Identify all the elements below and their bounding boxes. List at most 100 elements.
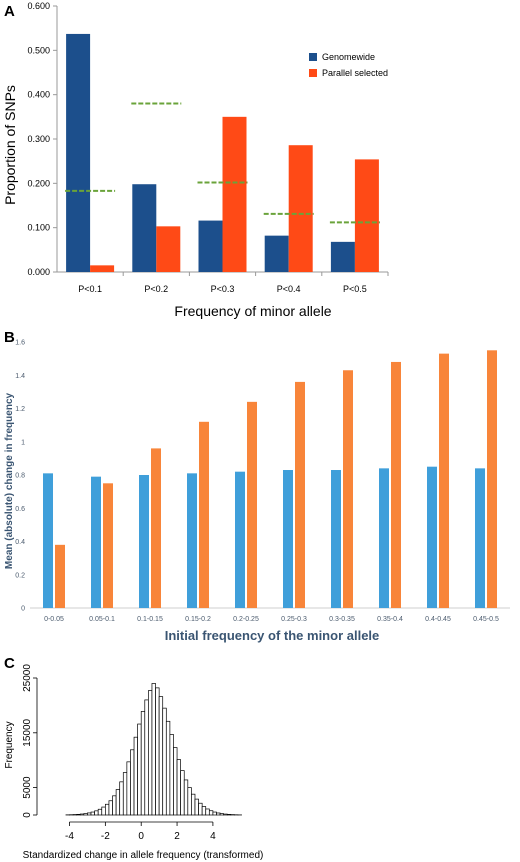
panel-a-bar bbox=[90, 265, 115, 272]
panel-b-bar bbox=[379, 468, 389, 608]
panel-a-bar bbox=[354, 159, 379, 272]
panel-b-bar bbox=[247, 401, 257, 608]
panel-c-ytick-label: 25000 bbox=[22, 664, 33, 692]
panel-c-histogram-bar bbox=[158, 696, 164, 816]
panel-c-chart: Frequency Standardized change in allele … bbox=[4, 664, 263, 861]
panel-a-ytick-label: 0.300 bbox=[27, 134, 50, 144]
panel-c-histogram-bar bbox=[173, 747, 178, 816]
panel-b-ylabel: Mean (absolute) change in frequency bbox=[4, 392, 15, 569]
panel-a-category-label: P<0.5 bbox=[343, 284, 367, 294]
panel-a-letter: A bbox=[4, 3, 15, 20]
panel-a-bar bbox=[198, 220, 223, 272]
panel-b-ytick-label: 1.2 bbox=[15, 406, 25, 413]
panel-c-histogram-bar bbox=[126, 761, 131, 816]
panel-b-bar bbox=[187, 473, 197, 608]
panel-b-ytick-label: 1.6 bbox=[15, 340, 25, 347]
panel-c-histogram-bar bbox=[162, 707, 167, 816]
panel-b-chart: Mean (absolute) change in frequency Init… bbox=[4, 340, 510, 643]
panel-b-bar bbox=[55, 544, 65, 608]
panel-c-histogram-bar bbox=[165, 720, 171, 816]
panel-a-ytick-label: 0.200 bbox=[27, 178, 50, 188]
panel-b-bar bbox=[235, 471, 245, 608]
panel-c-histogram-bar bbox=[130, 749, 135, 816]
panel-c-histogram-bar bbox=[133, 736, 138, 816]
panel-a-category-label: P<0.4 bbox=[277, 284, 301, 294]
panel-a-xlabel: Frequency of minor allele bbox=[174, 303, 331, 319]
panel-b-xlabel: Initial frequency of the minor allele bbox=[165, 628, 380, 643]
panel-c-histogram-bar bbox=[140, 711, 146, 816]
panel-b-bar bbox=[439, 353, 449, 608]
panel-b-category-label: 0.25-0.3 bbox=[281, 616, 307, 623]
panel-b-ytick-label: 0 bbox=[21, 606, 25, 613]
panel-b-bar bbox=[487, 350, 497, 608]
panel-a-category-label: P<0.2 bbox=[144, 284, 168, 294]
panel-c-histogram-bar bbox=[112, 795, 117, 816]
panel-c-histogram-bar bbox=[76, 813, 81, 816]
panel-c-histogram-bar bbox=[108, 800, 113, 816]
panel-b-category-label: 0.2-0.25 bbox=[233, 616, 259, 623]
panel-b-ytick-label: 0.8 bbox=[15, 473, 25, 480]
panel-c-histogram-bar bbox=[122, 772, 128, 816]
panel-c-ylabel: Frequency bbox=[4, 721, 15, 768]
panel-c-xlabel: Standardized change in allele frequency … bbox=[23, 850, 264, 861]
panel-c-histogram-bar bbox=[219, 813, 225, 816]
panel-b-category-label: 0.15-0.2 bbox=[185, 616, 211, 623]
panel-a-ytick-label: 0.000 bbox=[27, 267, 50, 277]
panel-b-letter: B bbox=[4, 329, 15, 346]
panel-c-histogram-bar bbox=[180, 770, 185, 816]
panel-c-histogram-bar bbox=[155, 687, 160, 816]
panel-c-histogram-bar bbox=[90, 811, 95, 816]
panel-b-ytick-label: 1 bbox=[21, 439, 25, 446]
panel-c-xtick-label: 2 bbox=[174, 831, 180, 842]
panel-a-bar bbox=[66, 33, 91, 273]
panel-c-histogram-bar bbox=[119, 781, 124, 816]
panel-c-histogram-bar bbox=[226, 814, 232, 816]
panel-b-bar bbox=[283, 470, 293, 608]
panel-c-histogram-bar bbox=[105, 803, 110, 816]
panel-c-histogram-bar bbox=[208, 810, 214, 816]
panel-c-histogram-bar bbox=[223, 813, 228, 816]
panel-b-bar bbox=[427, 466, 437, 608]
panel-c-histogram-bar bbox=[101, 806, 106, 816]
panel-a-bar bbox=[288, 145, 313, 272]
panel-b-ytick-label: 0.6 bbox=[15, 506, 25, 513]
panel-c-histogram-bar bbox=[144, 699, 149, 816]
panel-a-ytick-label: 0.100 bbox=[27, 223, 50, 233]
panel-a-ytick-label: 0.400 bbox=[27, 90, 50, 100]
panel-b-category-label: 0.05-0.1 bbox=[89, 616, 115, 623]
panel-a-ytick-label: 0.600 bbox=[27, 1, 50, 11]
panel-c-histogram-bar bbox=[97, 808, 103, 816]
panel-c-ytick-label: 0 bbox=[22, 812, 33, 818]
panel-a-legend-swatch bbox=[309, 69, 317, 77]
panel-a-bar bbox=[330, 241, 355, 272]
panel-c-xtick-label: -4 bbox=[65, 831, 74, 842]
panel-c-histogram-bar bbox=[216, 812, 221, 816]
panel-c-histogram-bar bbox=[187, 787, 192, 816]
panel-a-bar bbox=[156, 226, 181, 272]
panel-a-legend-swatch bbox=[309, 53, 317, 61]
panel-c-histogram-bar bbox=[87, 812, 92, 816]
panel-c-histogram-bar bbox=[79, 813, 85, 816]
panel-b-bar bbox=[295, 381, 305, 608]
panel-c-histogram-bar bbox=[183, 779, 189, 816]
panel-b-bar bbox=[343, 370, 353, 608]
panel-a-legend-label: Genomewide bbox=[322, 52, 375, 62]
panel-a-bar bbox=[222, 116, 247, 272]
panel-a-category-label: P<0.3 bbox=[211, 284, 235, 294]
panel-c-histogram-bar bbox=[151, 683, 156, 816]
panel-b-ytick-label: 0.4 bbox=[15, 539, 25, 546]
panel-b-bar bbox=[103, 483, 113, 608]
panel-c-histogram-bar bbox=[194, 798, 199, 816]
panel-b-category-label: 0.35-0.4 bbox=[377, 616, 403, 623]
panel-b-ytick-label: 0.2 bbox=[15, 572, 25, 579]
panel-b-category-label: 0-0.05 bbox=[44, 616, 64, 623]
panel-b-category-label: 0.45-0.5 bbox=[473, 616, 499, 623]
panel-b-ytick-label: 1.4 bbox=[15, 373, 25, 380]
panel-c-letter: C bbox=[4, 655, 15, 672]
panel-a-ylabel: Proportion of SNPs bbox=[2, 85, 18, 205]
panel-a-ytick-label: 0.500 bbox=[27, 45, 50, 55]
panel-c-histogram-bar bbox=[115, 789, 121, 816]
panel-b-bar bbox=[391, 361, 401, 608]
panel-a-chart: Proportion of SNPs Frequency of minor al… bbox=[2, 1, 389, 319]
